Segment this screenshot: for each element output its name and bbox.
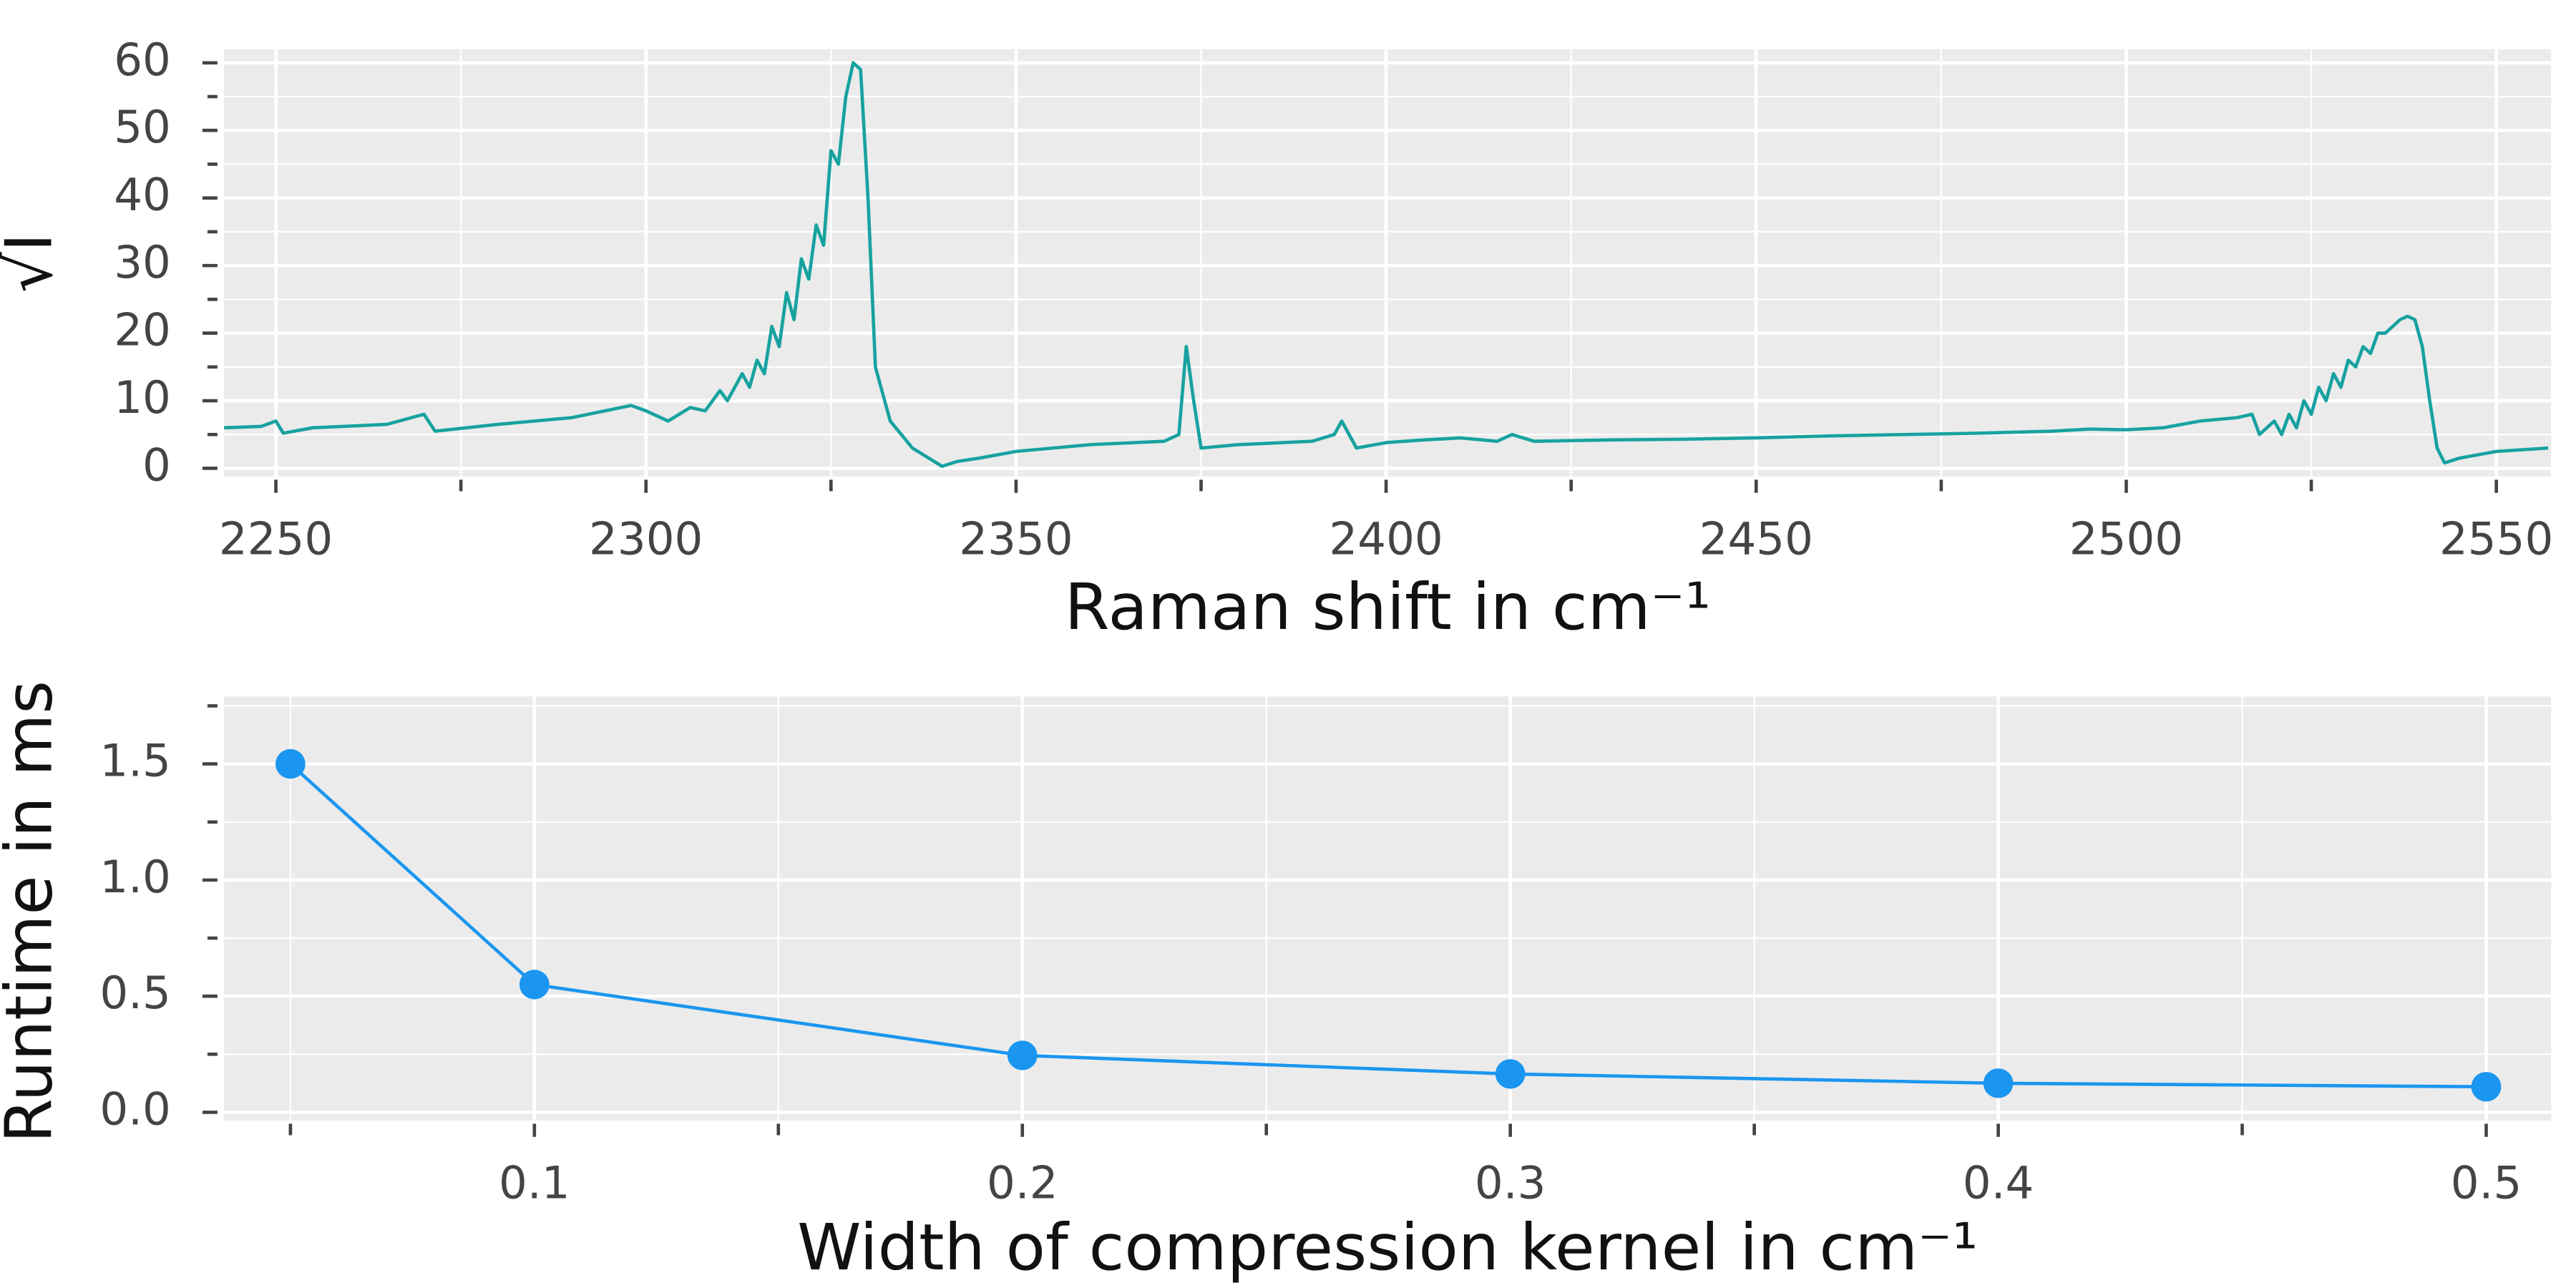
x-tick-label: 2300 [589, 513, 703, 565]
series-line [289, 762, 2487, 1089]
data-point [1495, 1059, 1526, 1089]
y-axis-label: √I [0, 233, 67, 293]
x-tick-label: 0.4 [1963, 1157, 2034, 1209]
series-line [224, 61, 2549, 468]
x-tick-label: 2400 [1329, 513, 1443, 565]
y-tick-label: 1.5 [99, 735, 171, 787]
plot-area [224, 696, 2552, 1121]
data-point [2471, 1072, 2502, 1102]
data-point [1983, 1068, 2014, 1098]
y-tick-label: 1.0 [99, 851, 171, 903]
x-tick-label: 0.2 [987, 1157, 1058, 1209]
y-tick-label: 0.5 [99, 967, 171, 1019]
y-tick-label: 0.0 [99, 1083, 171, 1136]
data-point [519, 970, 550, 1000]
y-tick-label: 40 [114, 169, 171, 221]
x-axis-label: Width of compression kernel in cm⁻¹ [797, 1211, 1978, 1285]
x-axis-label: Raman shift in cm⁻¹ [1065, 570, 1711, 644]
y-axis-label: Runtime in ms [0, 680, 67, 1143]
x-tick-label: 0.3 [1475, 1157, 1546, 1209]
y-tick-label: 10 [114, 371, 171, 424]
y-tick-label: 20 [114, 304, 171, 356]
y-tick-label: 0 [142, 439, 171, 492]
x-tick-label: 2350 [959, 513, 1073, 565]
data-point [1007, 1040, 1038, 1070]
x-tick-label: 2500 [2069, 513, 2183, 565]
x-tick-label: 2250 [219, 513, 333, 565]
y-tick-label: 30 [114, 236, 171, 288]
x-tick-label: 0.5 [2451, 1157, 2522, 1209]
data-point [275, 748, 306, 779]
x-tick-label: 0.1 [499, 1157, 570, 1209]
y-tick-label: 50 [114, 102, 171, 154]
x-tick-label: 2550 [2439, 513, 2553, 565]
y-tick-label: 60 [114, 34, 171, 86]
x-tick-label: 2450 [1699, 513, 1813, 565]
